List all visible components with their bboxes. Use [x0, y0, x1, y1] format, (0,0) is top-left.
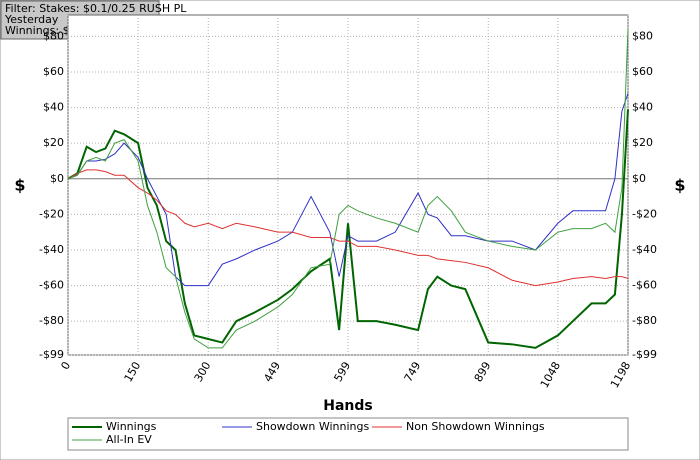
- y-tick-label: $40: [43, 101, 64, 114]
- y2-tick-label: $40: [632, 101, 653, 114]
- series-line: [67, 109, 629, 349]
- x-axis-label: Hands: [323, 398, 373, 414]
- y-tick-label: $80: [43, 29, 64, 42]
- y2-tick-label: $80: [632, 29, 653, 42]
- y2-tick-label: $20: [632, 136, 653, 149]
- y-tick-label: -$40: [39, 243, 64, 256]
- y-axis-label: $: [14, 176, 25, 195]
- y-tick-label: $0: [50, 172, 64, 185]
- y-tick-label: -$60: [39, 279, 64, 292]
- series-line: [67, 27, 629, 349]
- y2-tick-label: $0: [632, 172, 646, 185]
- legend-label: Winnings: [106, 420, 157, 433]
- info-filter: Filter: Stakes: $0.1/0.25 RUSH PL: [5, 2, 187, 15]
- y-tick-label: -$80: [39, 314, 64, 327]
- y2-tick-label: -$20: [632, 207, 657, 220]
- y2-tick-label: -$60: [632, 279, 657, 292]
- legend-label: Showdown Winnings: [256, 420, 370, 433]
- series-line: [67, 169, 629, 287]
- y2-axis-label: $: [674, 176, 685, 195]
- y-tick-label: $60: [43, 65, 64, 78]
- legend: [67, 417, 629, 451]
- y-tick-label: -$20: [39, 207, 64, 220]
- y2-tick-label: $60: [632, 65, 653, 78]
- legend-label: Non Showdown Winnings: [406, 420, 545, 433]
- y2-tick-label: -$80: [632, 314, 657, 327]
- y-tick-label: -$99: [39, 348, 64, 361]
- y2-tick-label: -$40: [632, 243, 657, 256]
- info-period: Yesterday: [4, 13, 59, 26]
- series-line: [67, 93, 629, 287]
- y2-tick-label: -$99: [632, 348, 657, 361]
- legend-label: All-In EV: [106, 433, 152, 446]
- y-tick-label: $20: [43, 136, 64, 149]
